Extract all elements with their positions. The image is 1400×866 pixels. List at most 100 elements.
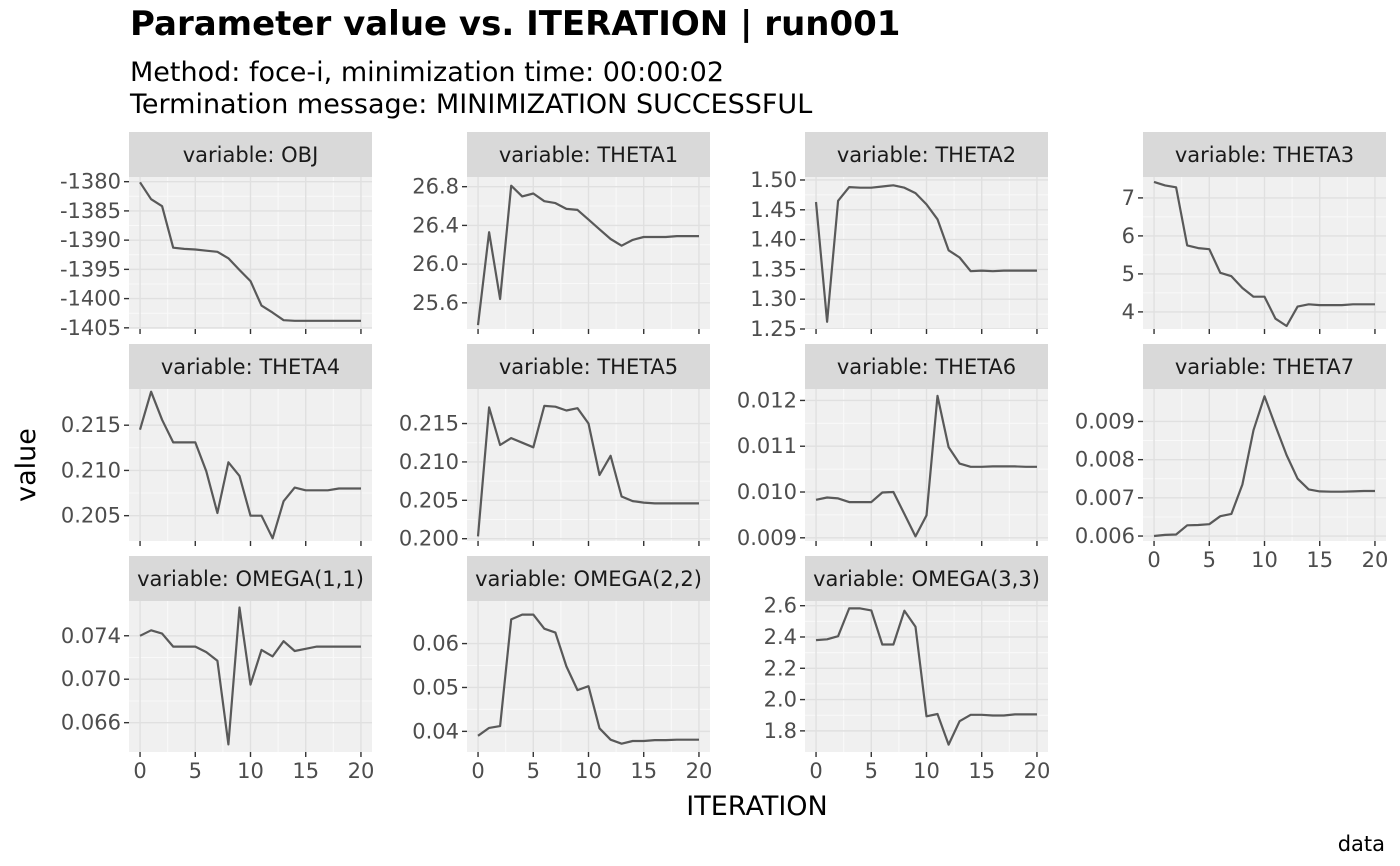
y-tick-label: 0.009	[737, 526, 797, 550]
y-tick-label: 0.04	[412, 719, 459, 743]
y-tick-label: 1.8	[764, 719, 797, 743]
y-tick-label: 1.30	[750, 287, 797, 311]
facet-strip	[129, 556, 372, 601]
facet-strip	[129, 344, 372, 389]
y-tick-label: -1385	[60, 199, 121, 223]
x-tick-label: 20	[348, 759, 375, 783]
y-tick-label: 26.0	[412, 252, 459, 276]
y-tick-label: 2.6	[764, 594, 797, 618]
series-line	[476, 404, 699, 537]
y-tick-label: 0.06	[412, 632, 459, 656]
series-line	[139, 181, 361, 322]
chart-caption: data	[1338, 832, 1385, 856]
facet-strip	[467, 344, 710, 389]
facet-panel: variable: THETA1 25.6 26.0 26.4 26.8	[412, 132, 710, 334]
facet-strip-label: variable: THETA6	[837, 355, 1016, 379]
x-tick-label: 0	[133, 759, 146, 783]
x-tick-label: 10	[913, 759, 940, 783]
y-tick-label: 0.215	[61, 413, 121, 437]
x-tick-label: 5	[1203, 548, 1216, 572]
x-tick-label: 5	[189, 759, 202, 783]
facet-strip	[1143, 132, 1386, 177]
series-line	[477, 613, 699, 745]
y-tick-label: 0.010	[737, 480, 797, 504]
facet-strip-label: variable: THETA1	[499, 143, 678, 167]
y-tick-label: 0.009	[1075, 409, 1135, 433]
gridlines	[805, 601, 1048, 752]
gridlines	[467, 389, 710, 541]
facet-strip-label: variable: THETA7	[1175, 355, 1354, 379]
series-line	[815, 607, 1037, 746]
facet-strip-label: variable: OMEGA(1,1)	[137, 567, 364, 591]
y-tick-label: 0.012	[737, 388, 797, 412]
facet-strip-label: variable: THETA4	[161, 355, 340, 379]
y-tick-label: 0.007	[1075, 486, 1135, 510]
facet-strip-label: variable: OMEGA(3,3)	[813, 567, 1040, 591]
series-line	[814, 184, 1037, 323]
facet-strip-label: variable: OBJ	[183, 143, 319, 167]
y-tick-label: 25.6	[412, 291, 459, 315]
y-tick-label: 1.45	[750, 198, 797, 222]
facet-panels: variable: OBJ -1380 -1385 -1390 -1395 -1400 -1…	[60, 132, 1388, 783]
y-tick-label: 0.066	[61, 711, 121, 735]
series-line	[138, 390, 361, 540]
y-tick-label: 0.210	[399, 450, 459, 474]
x-tick-label: 10	[575, 759, 602, 783]
x-tick-label: 15	[630, 759, 657, 783]
gridlines	[805, 177, 1048, 329]
y-tick-label: 0.074	[61, 624, 121, 648]
facet-strip-label: variable: THETA2	[837, 143, 1016, 167]
y-tick-label: -1395	[60, 257, 121, 281]
facet-strip	[805, 556, 1048, 601]
facet-strip	[805, 132, 1048, 177]
y-tick-label: 0.011	[737, 434, 797, 458]
facet-panel: variable: OBJ -1380 -1385 -1390 -1395 -1400 -1…	[60, 132, 372, 340]
y-tick-label: 0.05	[412, 675, 459, 699]
facet-strip	[467, 556, 710, 601]
x-tick-label: 15	[292, 759, 319, 783]
y-tick-label: 0.008	[1075, 448, 1135, 472]
facet-panel: variable: THETA2 1.25 1.30 1.35 1.40 1.45 1.50	[750, 132, 1048, 341]
x-tick-label: 20	[686, 759, 713, 783]
facet-panel: variable: THETA7 0.006 0.007 0.008 0.009 0 5 10…	[1075, 344, 1388, 572]
gridlines	[805, 389, 1048, 541]
series-line	[1153, 395, 1375, 538]
y-tick-label: 1.40	[750, 228, 797, 252]
y-tick-label: 0.205	[399, 488, 459, 512]
facet-panel: variable: THETA4 0.205 0.210 0.215	[61, 344, 372, 546]
y-tick-label: -1390	[60, 228, 121, 252]
facet-panel: variable: THETA3 4 5 6 7	[1122, 132, 1386, 334]
x-tick-label: 20	[1362, 548, 1389, 572]
y-tick-label: 0.210	[61, 458, 121, 482]
facet-panel: variable: OMEGA(3,3) 1.8 2.0 2.2 2.4 2.6 0 5 10 1…	[764, 556, 1050, 783]
x-axis-title: ITERATION	[686, 791, 827, 822]
y-tick-label: 1.50	[750, 168, 797, 192]
y-tick-label: 2.2	[764, 656, 797, 680]
facet-strip-label: variable: THETA5	[499, 355, 678, 379]
x-tick-label: 5	[865, 759, 878, 783]
y-tick-label: 26.4	[412, 213, 459, 237]
facet-panel: variable: OMEGA(1,1) 0.066 0.070 0.074 0 5 10 1…	[61, 556, 374, 783]
series-line	[139, 606, 361, 746]
chart-subtitle-termination: Termination message: MINIMIZATION SUCCES…	[129, 89, 812, 120]
facet-panel: variable: THETA6 0.009 0.010 0.011 0.012	[737, 344, 1048, 550]
chart-title: Parameter value vs. ITERATION | run001	[130, 4, 900, 44]
facet-strip-label: variable: OMEGA(2,2)	[475, 567, 702, 591]
y-tick-label: 0.215	[399, 412, 459, 436]
y-tick-label: 5	[1122, 262, 1135, 286]
y-tick-label: -1380	[60, 170, 121, 194]
y-tick-label: 0.006	[1075, 524, 1135, 548]
gridlines	[129, 389, 372, 541]
series-line	[1153, 180, 1375, 328]
x-tick-label: 5	[527, 759, 540, 783]
y-tick-label: 2.0	[764, 688, 797, 712]
y-tick-label: 4	[1122, 300, 1135, 324]
x-tick-label: 0	[809, 759, 822, 783]
y-tick-label: 7	[1122, 186, 1135, 210]
gridlines	[1143, 177, 1386, 329]
x-tick-label: 0	[1147, 548, 1160, 572]
facet-strip	[1143, 344, 1386, 389]
y-tick-label: 0.200	[399, 527, 459, 551]
y-tick-label: -1405	[60, 316, 121, 340]
